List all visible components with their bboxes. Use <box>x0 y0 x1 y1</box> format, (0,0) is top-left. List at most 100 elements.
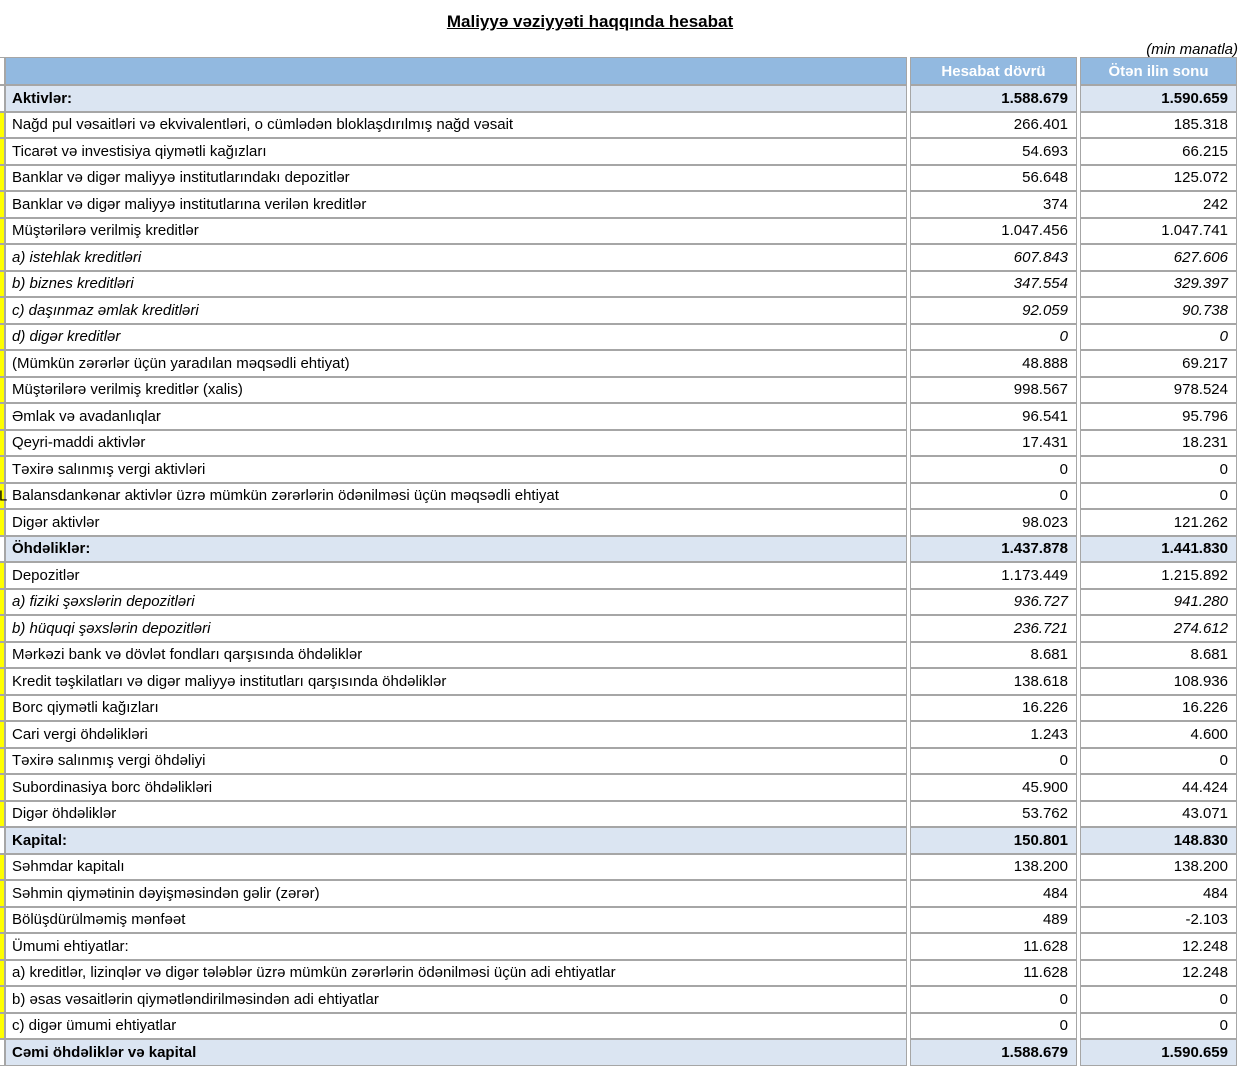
table-row: Öhdəliklər: 1.437.878 1.441.830 <box>0 535 1237 562</box>
table-row: d) digər kreditlər 0 0 <box>0 323 1237 350</box>
table-row: Müştərilərə verilmiş kreditlər 1.047.456… <box>0 217 1237 244</box>
row-left-sliver <box>0 959 5 986</box>
row-label: Subordinasiya borc öhdəlikləri <box>5 774 907 801</box>
row-previous-value: 95.796 <box>1080 403 1237 430</box>
row-left-sliver <box>0 747 5 774</box>
row-left-sliver <box>0 429 5 456</box>
row-current-value: 56.648 <box>910 164 1077 191</box>
row-left-sliver <box>0 191 5 218</box>
table-row: (Mümkün zərərlər üçün yaradılan məqsədli… <box>0 350 1237 377</box>
row-current-value: 11.628 <box>910 959 1077 986</box>
row-label: b) əsas vəsaitlərin qiymətləndirilməsind… <box>5 986 907 1013</box>
row-label: Müştərilərə verilmiş kreditlər <box>5 217 907 244</box>
table-row: Ümumi ehtiyatlar: 11.628 12.248 <box>0 933 1237 960</box>
table-row: Borc qiymətli kağızları 16.226 16.226 <box>0 694 1237 721</box>
row-previous-value: 1.590.659 <box>1080 85 1237 112</box>
row-label: Banklar və digər maliyyə institutlarına … <box>5 191 907 218</box>
row-left-sliver <box>0 297 5 324</box>
row-current-value: 138.200 <box>910 853 1077 880</box>
row-left-sliver <box>0 588 5 615</box>
row-previous-value: 148.830 <box>1080 827 1237 854</box>
row-label: Səhmin qiymətinin dəyişməsindən gəlir (z… <box>5 880 907 907</box>
row-current-value: 8.681 <box>910 641 1077 668</box>
row-label: Ümumi ehtiyatlar: <box>5 933 907 960</box>
row-previous-value: 242 <box>1080 191 1237 218</box>
row-previous-value: 66.215 <box>1080 138 1237 165</box>
row-previous-value: 18.231 <box>1080 429 1237 456</box>
row-previous-value: 185.318 <box>1080 111 1237 138</box>
row-previous-value: 4.600 <box>1080 721 1237 748</box>
row-label: Aktivlər: <box>5 85 907 112</box>
row-current-value: 236.721 <box>910 615 1077 642</box>
row-left-sliver <box>0 1012 5 1039</box>
row-left-sliver <box>0 164 5 191</box>
row-left-sliver <box>0 827 5 854</box>
row-left-sliver <box>0 906 5 933</box>
row-left-sliver <box>0 774 5 801</box>
row-previous-value: -2.103 <box>1080 906 1237 933</box>
row-current-value: 11.628 <box>910 933 1077 960</box>
row-current-value: 1.588.679 <box>910 1039 1077 1066</box>
row-current-value: 1.588.679 <box>910 85 1077 112</box>
row-left-sliver <box>0 853 5 880</box>
row-left-sliver <box>0 376 5 403</box>
row-current-value: 54.693 <box>910 138 1077 165</box>
row-left-sliver <box>0 1039 5 1066</box>
row-label: Borc qiymətli kağızları <box>5 694 907 721</box>
row-previous-value: 12.248 <box>1080 959 1237 986</box>
row-current-value: 92.059 <box>910 297 1077 324</box>
row-previous-value: 1.215.892 <box>1080 562 1237 589</box>
row-left-sliver <box>0 880 5 907</box>
table-row: Banklar və digər maliyyə institutlarında… <box>0 164 1237 191</box>
row-current-value: 484 <box>910 880 1077 907</box>
row-left-sliver <box>0 933 5 960</box>
row-previous-value: 138.200 <box>1080 853 1237 880</box>
row-label: b) hüquqi şəxslərin depozitləri <box>5 615 907 642</box>
table-row: Depozitlər 1.173.449 1.215.892 <box>0 562 1237 589</box>
row-current-value: 17.431 <box>910 429 1077 456</box>
header-previous-period: Ötən ilin sonu <box>1080 57 1237 85</box>
header-current-period: Hesabat dövrü <box>910 57 1077 85</box>
row-label: Təxirə salınmış vergi aktivləri <box>5 456 907 483</box>
row-left-sliver <box>0 800 5 827</box>
row-left-sliver <box>0 85 5 112</box>
row-previous-value: 1.441.830 <box>1080 535 1237 562</box>
row-left-sliver <box>0 323 5 350</box>
table-row: a) fiziki şəxslərin depozitləri 936.727 … <box>0 588 1237 615</box>
table-row: Cari vergi öhdəlikləri 1.243 4.600 <box>0 721 1237 748</box>
row-previous-value: 941.280 <box>1080 588 1237 615</box>
row-current-value: 48.888 <box>910 350 1077 377</box>
row-label: Səhmdar kapitalı <box>5 853 907 880</box>
row-label: c) digər ümumi ehtiyatlar <box>5 1012 907 1039</box>
row-current-value: 96.541 <box>910 403 1077 430</box>
row-previous-value: 44.424 <box>1080 774 1237 801</box>
row-current-value: 53.762 <box>910 800 1077 827</box>
row-label: Təxirə salınmış vergi öhdəliyi <box>5 747 907 774</box>
row-left-sliver <box>0 509 5 536</box>
row-current-value: 1.243 <box>910 721 1077 748</box>
row-current-value: 489 <box>910 906 1077 933</box>
table-row: c) digər ümumi ehtiyatlar 0 0 <box>0 1012 1237 1039</box>
table-row: Mərkəzi bank və dövlət fondları qarşısın… <box>0 641 1237 668</box>
table-row: c) daşınmaz əmlak kreditləri 92.059 90.7… <box>0 297 1237 324</box>
row-previous-value: 1.047.741 <box>1080 217 1237 244</box>
row-left-sliver <box>0 244 5 271</box>
row-current-value: 0 <box>910 323 1077 350</box>
row-label: Müştərilərə verilmiş kreditlər (xalis) <box>5 376 907 403</box>
row-current-value: 266.401 <box>910 111 1077 138</box>
table-row: Səhmdar kapitalı 138.200 138.200 <box>0 853 1237 880</box>
row-left-sliver <box>0 535 5 562</box>
financial-position-table: Hesabat dövrü Ötən ilin sonu Aktivlər: 1… <box>0 57 1237 1066</box>
row-previous-value: 484 <box>1080 880 1237 907</box>
row-left-sliver <box>0 694 5 721</box>
row-previous-value: 0 <box>1080 482 1237 509</box>
row-left-sliver: L <box>0 482 7 509</box>
row-label: Kredit təşkilatları və digər maliyyə ins… <box>5 668 907 695</box>
row-current-value: 1.437.878 <box>910 535 1077 562</box>
row-current-value: 936.727 <box>910 588 1077 615</box>
row-label: Bölüşdürülməmiş mənfəət <box>5 906 907 933</box>
row-previous-value: 121.262 <box>1080 509 1237 536</box>
page-title: Maliyyə vəziyyəti haqqında hesabat <box>446 12 734 31</box>
row-label: a) kreditlər, lizinqlər və digər tələblə… <box>5 959 907 986</box>
row-previous-value: 69.217 <box>1080 350 1237 377</box>
